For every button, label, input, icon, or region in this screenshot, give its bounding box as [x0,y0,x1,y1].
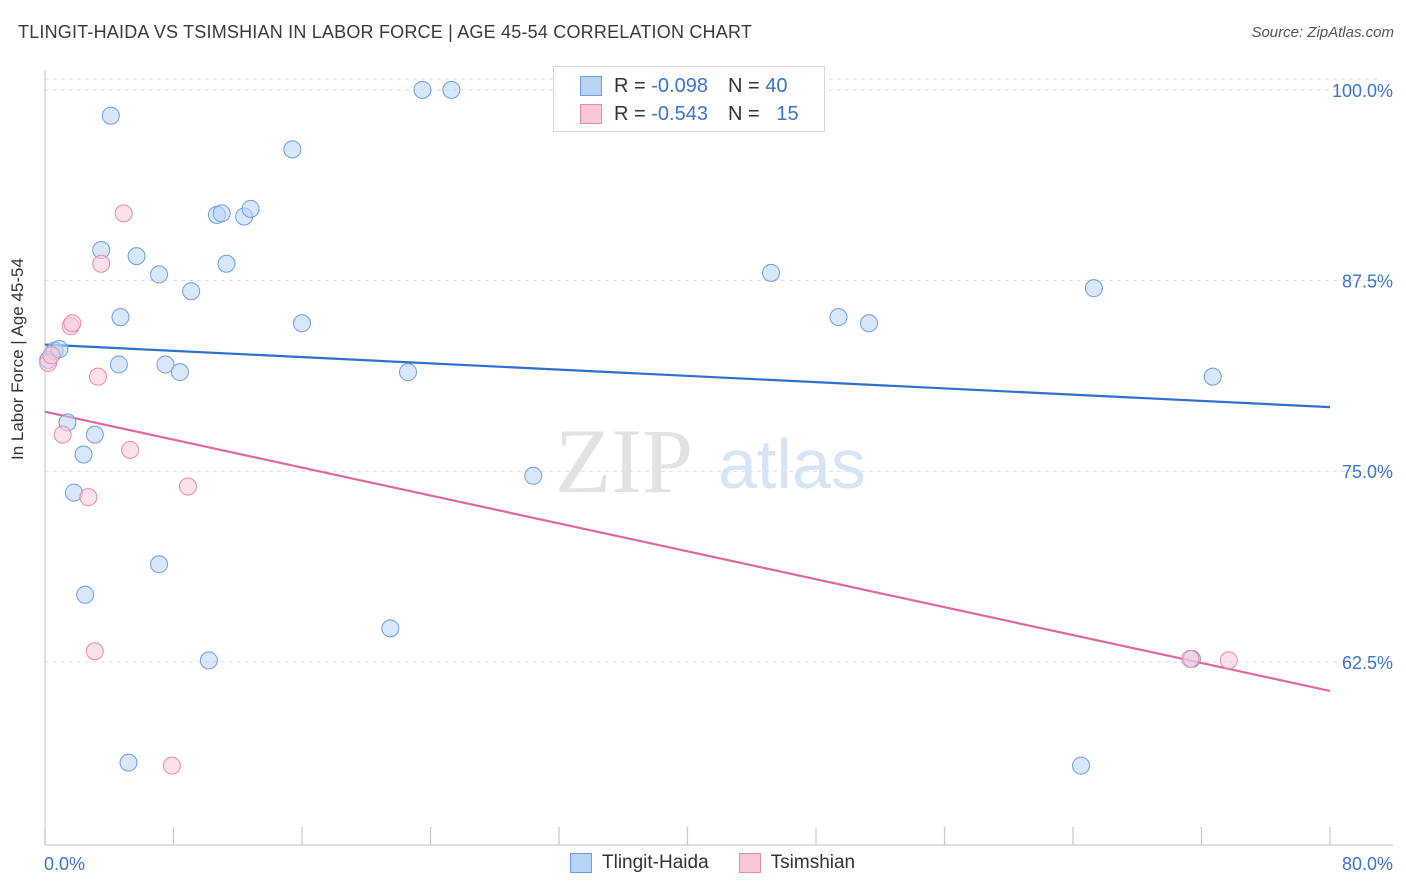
point-pink [114,204,133,223]
legend-r-label: R = [614,102,646,125]
point-blue [150,265,169,284]
watermark-zip: ZIP [555,410,693,512]
x-tick-label: 80.0% [1342,854,1393,874]
point-blue [1072,756,1091,775]
point-blue [283,140,302,159]
legend-swatch-blue [580,76,602,96]
point-blue [762,263,781,282]
series-legend-tlingit-haida: Tlingit-Haida [570,852,709,874]
legend-n-value: 40 [765,74,788,97]
trend-lines [44,343,1331,692]
point-blue [1084,279,1103,298]
point-blue [217,254,236,273]
point-blue [182,282,201,301]
point-blue [1203,367,1222,386]
point-blue [156,355,175,374]
watermark: ZIP atlas [555,410,866,512]
series-legend-tsimshian: Tsimshian [738,852,856,874]
point-blue [74,445,93,464]
x-tick-label: 0.0% [44,854,85,874]
point-blue [293,314,311,333]
series-legend: Tlingit-Haida Tsimshian [570,852,885,874]
point-blue [860,314,879,333]
legend-row-tlingit-haida: R = -0.098 N = 40 [580,74,787,98]
point-pink [162,756,181,775]
point-blue [399,363,418,382]
series-swatch-pink [738,853,761,873]
point-pink [1181,649,1200,668]
legend-n-value: 15 [776,102,799,125]
legend-r-value: -0.543 [651,102,708,125]
point-blue [442,80,461,99]
point-blue [150,555,169,574]
legend-r-value: -0.098 [651,74,708,97]
point-blue [127,247,146,266]
point-blue [101,106,120,125]
gridlines [45,78,1380,663]
watermark-atlas: atlas [718,425,866,503]
y-axis-label: In Labor Force | Age 45-54 [8,258,27,460]
point-pink [178,477,197,496]
point-blue [111,308,130,327]
point-blue [199,651,218,670]
point-blue [524,466,543,485]
trend-line-tsimshian [44,410,1331,692]
source-credit: Source: ZipAtlas.com [1251,24,1394,41]
point-pink [92,254,111,273]
legend-r-label: R = [614,74,646,97]
y-tick-label: 75.0% [1342,462,1393,482]
axes [44,70,1393,846]
point-pink [1219,651,1238,670]
series-label-tsimshian: Tsimshian [770,852,856,873]
point-pink [79,488,98,507]
point-pink [85,642,104,661]
tick-labels: 100.0% 87.5% 75.0% 62.5% 0.0% 80.0% [44,81,1393,874]
trend-line-tlingit-haida [44,343,1331,409]
y-tick-label: 100.0% [1332,81,1393,101]
y-tick-label: 87.5% [1342,272,1393,292]
point-pink [121,440,140,459]
point-blue [170,363,189,382]
point-blue [212,204,231,223]
point-blue [829,308,848,327]
scatter-points [39,80,1238,775]
chart-title: TLINGIT-HAIDA VS TSIMSHIAN IN LABOR FORC… [18,22,753,42]
series-swatch-blue [570,853,592,873]
point-blue [381,619,400,638]
point-blue [241,199,260,218]
legend-n-label: N = [727,74,760,97]
legend-swatch-pink [580,104,602,124]
legend-n-label: N = [727,102,760,125]
legend-row-tsimshian: R = -0.543 N = 15 [580,102,799,126]
correlation-legend: R = -0.098 N = 40 R = -0.543 N = 15 [553,66,825,132]
y-tick-label: 62.5% [1342,653,1393,673]
point-pink [53,425,72,444]
series-label-tlingit-haida: Tlingit-Haida [602,852,709,873]
point-blue [413,80,432,99]
point-blue [85,425,104,444]
point-pink [89,367,108,386]
point-blue [76,585,95,604]
point-blue [109,355,128,374]
point-pink [63,314,82,333]
point-blue [119,753,138,772]
point-pink [42,346,61,365]
